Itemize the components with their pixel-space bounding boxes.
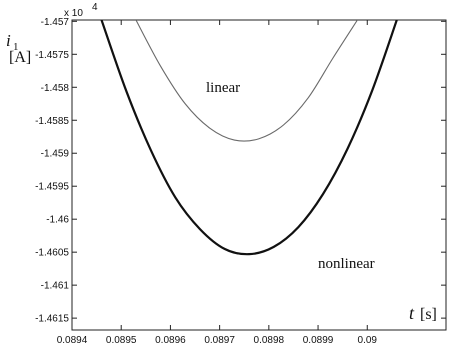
y-axis-unit: [A] (9, 49, 31, 66)
x-axis-unit: [s] (420, 306, 437, 323)
y-tick-label: -1.4575 (35, 50, 69, 61)
y-tick-label: -1.458 (41, 83, 70, 94)
x-tick-label: 0.09 (358, 335, 378, 346)
x-tick-label: 0.0894 (57, 335, 88, 346)
series-label-linear: linear (206, 80, 240, 96)
y-tick-label: -1.4585 (35, 116, 69, 127)
x-tick-label: 0.0897 (204, 335, 235, 346)
y-tick-label: -1.4605 (35, 248, 69, 259)
y-axis-symbol: i (6, 31, 11, 50)
exponent-power: 4 (92, 2, 98, 13)
plot-area (71, 19, 447, 331)
x-tick-label: 0.0898 (254, 335, 285, 346)
y-axis-subscript: 1 (13, 41, 19, 53)
x-axis-symbol: t (409, 303, 415, 323)
y-tick-label: -1.4615 (35, 314, 69, 325)
x-tick-label: 0.0895 (106, 335, 137, 346)
y-tick-label: -1.461 (41, 281, 70, 292)
y-tick-label: -1.4595 (35, 182, 69, 193)
series-label-nonlinear: nonlinear (318, 256, 375, 272)
x-tick-label: 0.0899 (303, 335, 334, 346)
x-tick-label: 0.0896 (155, 335, 186, 346)
exponent-label: x 10 (64, 8, 83, 19)
y-tick-label: -1.46 (46, 215, 69, 226)
series-line-linear (135, 20, 358, 142)
series-line-nonlinear (100, 20, 398, 256)
y-tick-label: -1.457 (41, 17, 70, 28)
y-tick-label: -1.459 (41, 149, 70, 160)
